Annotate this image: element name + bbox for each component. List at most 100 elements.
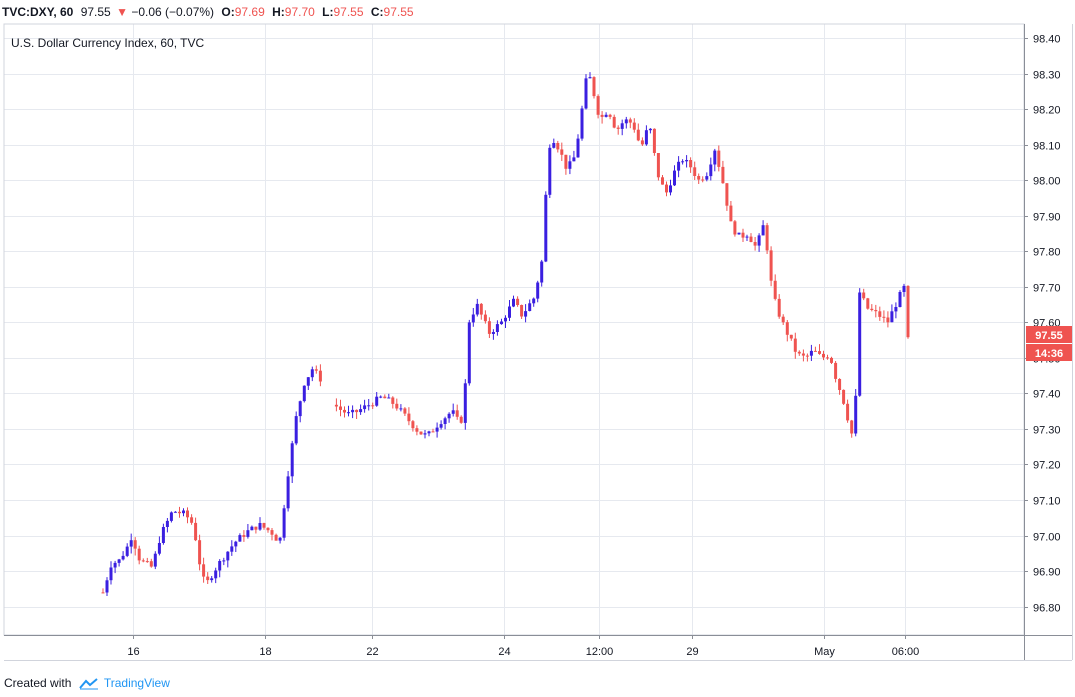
candle-body[interactable]: [278, 537, 282, 541]
candle-body[interactable]: [644, 130, 648, 145]
candle-body[interactable]: [632, 122, 636, 130]
candle-body[interactable]: [161, 527, 165, 543]
candle-body[interactable]: [902, 285, 906, 292]
candle-body[interactable]: [403, 408, 407, 414]
candle-body[interactable]: [886, 317, 890, 323]
candle-body[interactable]: [290, 443, 294, 477]
candle-body[interactable]: [669, 185, 672, 193]
candle-body[interactable]: [516, 298, 520, 305]
candle-body[interactable]: [471, 314, 475, 323]
candle-body[interactable]: [713, 150, 717, 165]
candle-body[interactable]: [781, 316, 785, 323]
candle-body[interactable]: [532, 298, 536, 304]
candle-body[interactable]: [628, 119, 632, 123]
candle-body[interactable]: [105, 580, 109, 593]
candle-body[interactable]: [133, 540, 137, 549]
candle-body[interactable]: [890, 311, 894, 323]
candle-body[interactable]: [487, 321, 491, 334]
candle-body[interactable]: [182, 510, 185, 514]
candle-body[interactable]: [564, 154, 568, 169]
candle-body[interactable]: [125, 546, 129, 556]
candle-body[interactable]: [604, 114, 608, 117]
candle-body[interactable]: [725, 183, 729, 206]
candle-body[interactable]: [198, 540, 202, 565]
candle-body[interactable]: [576, 138, 580, 158]
candle-body[interactable]: [423, 433, 427, 435]
candle-body[interactable]: [866, 298, 870, 309]
candle-body[interactable]: [608, 114, 612, 117]
candle-body[interactable]: [797, 351, 801, 354]
candle-body[interactable]: [548, 147, 552, 195]
candle-body[interactable]: [717, 150, 721, 167]
candle-body[interactable]: [294, 416, 298, 444]
candle-body[interactable]: [652, 128, 656, 153]
candle-body[interactable]: [258, 523, 262, 530]
candle-body[interactable]: [665, 184, 668, 193]
candle-body[interactable]: [483, 314, 487, 322]
candle-body[interactable]: [254, 526, 258, 530]
candle-body[interactable]: [334, 404, 338, 407]
candle-body[interactable]: [153, 553, 157, 567]
candle-body[interactable]: [673, 170, 676, 186]
candle-body[interactable]: [286, 476, 290, 509]
candle-body[interactable]: [536, 282, 540, 299]
candle-body[interactable]: [773, 280, 777, 299]
candle-body[interactable]: [504, 317, 507, 322]
candle-body[interactable]: [749, 236, 753, 242]
candle-body[interactable]: [222, 560, 226, 562]
candle-body[interactable]: [741, 232, 745, 238]
candle-body[interactable]: [596, 96, 600, 115]
candle-body[interactable]: [520, 305, 524, 317]
candle-body[interactable]: [850, 420, 854, 434]
candle-body[interactable]: [455, 410, 459, 417]
candle-body[interactable]: [838, 379, 842, 390]
candle-body[interactable]: [882, 316, 886, 318]
candle-body[interactable]: [230, 546, 234, 552]
candle-body[interactable]: [600, 114, 604, 117]
candle-body[interactable]: [757, 235, 761, 246]
candle-body[interactable]: [709, 164, 713, 177]
candle-body[interactable]: [306, 377, 310, 386]
candle-body[interactable]: [813, 350, 817, 352]
candle-body[interactable]: [568, 161, 572, 169]
candle-body[interactable]: [729, 205, 733, 222]
candle-body[interactable]: [733, 221, 737, 235]
candle-body[interactable]: [282, 508, 286, 538]
candle-body[interactable]: [878, 311, 882, 317]
candle-body[interactable]: [870, 308, 874, 310]
candle-body[interactable]: [528, 303, 532, 311]
candle-body[interactable]: [842, 389, 846, 404]
candle-body[interactable]: [584, 78, 588, 109]
candle-body[interactable]: [467, 322, 471, 384]
candle-body[interactable]: [693, 167, 697, 176]
candle-body[interactable]: [186, 510, 189, 518]
candle-body[interactable]: [391, 397, 395, 404]
price-chart[interactable]: 98.40 98.30 98.20 98.10 98.00 97.90 97.80 97.70…: [0, 0, 1075, 672]
candle-body[interactable]: [793, 338, 797, 352]
candle-body[interactable]: [745, 236, 749, 238]
candle-body[interactable]: [777, 298, 781, 317]
candle-body[interactable]: [906, 285, 910, 338]
candle-body[interactable]: [765, 225, 769, 251]
candle-body[interactable]: [141, 560, 145, 562]
candle-body[interactable]: [737, 232, 741, 235]
candle-body[interactable]: [383, 396, 387, 399]
candle-body[interactable]: [721, 166, 725, 184]
candle-body[interactable]: [169, 512, 173, 521]
candle-body[interactable]: [846, 403, 850, 421]
candle-body[interactable]: [246, 530, 250, 537]
candle-body[interactable]: [190, 517, 194, 523]
candle-body[interactable]: [624, 119, 628, 124]
candle-body[interactable]: [226, 551, 230, 561]
candle-body[interactable]: [411, 421, 415, 429]
candle-body[interactable]: [351, 409, 355, 413]
candle-body[interactable]: [616, 127, 620, 129]
candle-body[interactable]: [113, 562, 117, 568]
candle-body[interactable]: [636, 129, 640, 141]
candle-body[interactable]: [640, 140, 644, 145]
candle-body[interactable]: [274, 534, 278, 541]
candle-body[interactable]: [443, 418, 447, 424]
candle-body[interactable]: [363, 405, 367, 410]
candle-body[interactable]: [173, 511, 177, 513]
candle-body[interactable]: [661, 177, 664, 185]
